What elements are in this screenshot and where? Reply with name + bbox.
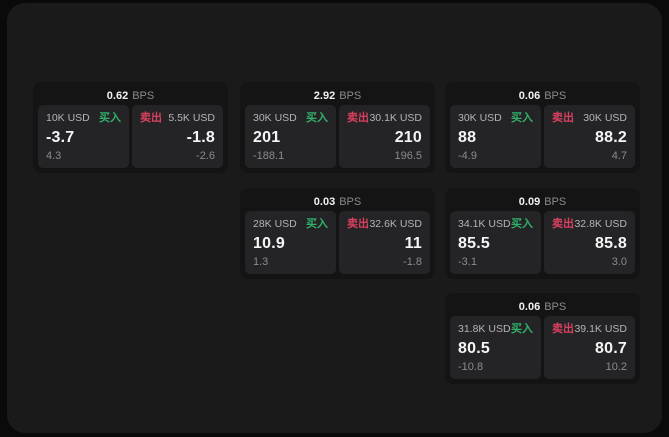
- bps-value: 0.09: [518, 196, 541, 208]
- sell-panel[interactable]: 卖出 39.1K USD 80.7 10.2: [544, 316, 635, 379]
- bps-suffix-label: BPS: [544, 301, 567, 313]
- bps-value: 0.62: [106, 90, 129, 102]
- buy-amount: 10K USD: [46, 112, 90, 124]
- buy-price: 80.5: [458, 339, 490, 357]
- bps-value: 0.06: [518, 90, 541, 102]
- quote-card-3: 0.06 BPS 30K USD 买入 88 -4.9 卖出 30K USD 88…: [445, 82, 640, 173]
- bps-suffix-label: BPS: [544, 90, 567, 102]
- bps-header: 0.09 BPS: [450, 193, 635, 211]
- buy-amount: 34.1K USD: [458, 218, 511, 230]
- bps-header: 0.03 BPS: [245, 193, 430, 211]
- sell-price: 80.7: [595, 339, 627, 357]
- sell-price: 11: [404, 234, 422, 252]
- quote-card-6: 0.06 BPS 31.8K USD 买入 80.5 -10.8 卖出 39.1K…: [445, 293, 640, 384]
- sell-amount: 39.1K USD: [574, 323, 627, 335]
- sell-sub-value: 3.0: [611, 256, 627, 268]
- sell-price: 88.2: [595, 128, 627, 146]
- quote-card-4: 0.03 BPS 28K USD 买入 10.9 1.3 卖出 32.6K USD…: [240, 188, 435, 279]
- bps-suffix-label: BPS: [339, 196, 362, 208]
- sell-side-label: 卖出: [552, 323, 574, 335]
- bps-suffix-label: BPS: [339, 90, 362, 102]
- buy-price: -3.7: [46, 128, 75, 146]
- bps-value: 2.92: [313, 90, 336, 102]
- sell-sub-value: -1.8: [403, 256, 422, 268]
- buy-price: 85.5: [458, 234, 490, 252]
- sell-panel[interactable]: 卖出 30K USD 88.2 4.7: [544, 105, 635, 168]
- buy-sub-value: -3.1: [458, 256, 477, 268]
- buy-price: 88: [458, 128, 477, 146]
- sell-panel[interactable]: 卖出 32.6K USD 11 -1.8: [339, 211, 430, 274]
- buy-sub-value: -188.1: [253, 150, 285, 162]
- buy-panel[interactable]: 34.1K USD 买入 85.5 -3.1: [450, 211, 541, 274]
- sell-side-label: 卖出: [552, 218, 574, 230]
- quote-card-2: 2.92 BPS 30K USD 买入 201 -188.1 卖出 30.1K U…: [240, 82, 435, 173]
- main-panel: 0.62 BPS 10K USD 买入 -3.7 4.3 卖出 5.5K USD …: [7, 3, 662, 433]
- sell-price: 210: [394, 128, 422, 146]
- buy-amount: 30K USD: [458, 112, 502, 124]
- bps-header: 0.62 BPS: [38, 87, 223, 105]
- sell-side-label: 卖出: [347, 112, 369, 124]
- sell-amount: 30K USD: [583, 112, 627, 124]
- sell-side-label: 卖出: [552, 112, 574, 124]
- buy-side-label: 买入: [306, 218, 328, 230]
- sell-side-label: 卖出: [347, 218, 369, 230]
- sell-side-label: 卖出: [140, 112, 162, 124]
- bps-suffix-label: BPS: [132, 90, 155, 102]
- sell-panel[interactable]: 卖出 30.1K USD 210 196.5: [339, 105, 430, 168]
- bps-value: 0.06: [518, 301, 541, 313]
- buy-side-label: 买入: [511, 218, 533, 230]
- buy-price: 10.9: [253, 234, 285, 252]
- sell-amount: 32.8K USD: [574, 218, 627, 230]
- buy-amount: 28K USD: [253, 218, 297, 230]
- sell-amount: 5.5K USD: [168, 112, 215, 124]
- quote-card-1: 0.62 BPS 10K USD 买入 -3.7 4.3 卖出 5.5K USD …: [33, 82, 228, 173]
- sell-sub-value: 196.5: [394, 150, 422, 162]
- buy-sub-value: -4.9: [458, 150, 477, 162]
- quote-card-5: 0.09 BPS 34.1K USD 买入 85.5 -3.1 卖出 32.8K …: [445, 188, 640, 279]
- buy-price: 201: [253, 128, 281, 146]
- sell-sub-value: -2.6: [196, 150, 215, 162]
- bps-header: 2.92 BPS: [245, 87, 430, 105]
- buy-panel[interactable]: 30K USD 买入 88 -4.9: [450, 105, 541, 168]
- sell-sub-value: 4.7: [611, 150, 627, 162]
- sell-amount: 32.6K USD: [369, 218, 422, 230]
- bps-header: 0.06 BPS: [450, 298, 635, 316]
- sell-panel[interactable]: 卖出 5.5K USD -1.8 -2.6: [132, 105, 223, 168]
- buy-amount: 31.8K USD: [458, 323, 511, 335]
- sell-price: 85.8: [595, 234, 627, 252]
- buy-sub-value: -10.8: [458, 361, 484, 373]
- buy-panel[interactable]: 10K USD 买入 -3.7 4.3: [38, 105, 129, 168]
- sell-price: -1.8: [186, 128, 215, 146]
- sell-amount: 30.1K USD: [369, 112, 422, 124]
- buy-panel[interactable]: 31.8K USD 买入 80.5 -10.8: [450, 316, 541, 379]
- buy-side-label: 买入: [511, 323, 533, 335]
- buy-amount: 30K USD: [253, 112, 297, 124]
- buy-panel[interactable]: 30K USD 买入 201 -188.1: [245, 105, 336, 168]
- sell-panel[interactable]: 卖出 32.8K USD 85.8 3.0: [544, 211, 635, 274]
- buy-side-label: 买入: [306, 112, 328, 124]
- bps-value: 0.03: [313, 196, 336, 208]
- buy-sub-value: 4.3: [46, 150, 62, 162]
- bps-suffix-label: BPS: [544, 196, 567, 208]
- bps-header: 0.06 BPS: [450, 87, 635, 105]
- buy-side-label: 买入: [511, 112, 533, 124]
- buy-side-label: 买入: [99, 112, 121, 124]
- sell-sub-value: 10.2: [605, 361, 627, 373]
- buy-panel[interactable]: 28K USD 买入 10.9 1.3: [245, 211, 336, 274]
- buy-sub-value: 1.3: [253, 256, 269, 268]
